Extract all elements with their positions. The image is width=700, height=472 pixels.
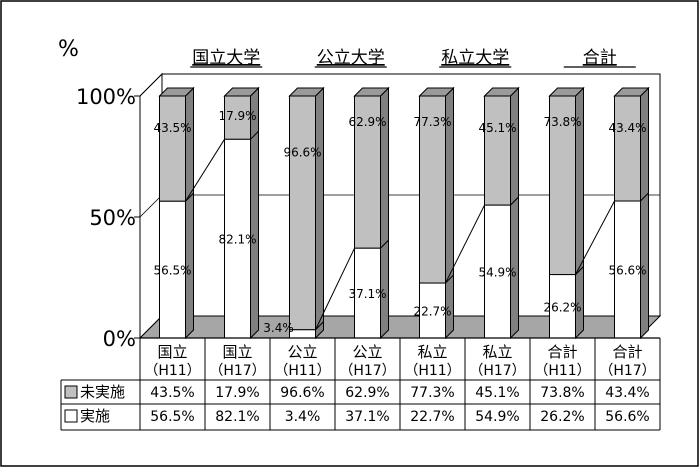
category-label-year: （H11） — [144, 363, 200, 379]
data-label-jisshi: 37.1% — [348, 287, 386, 301]
table-cell: 17.9% — [215, 385, 259, 401]
bar-side-gray — [510, 86, 519, 207]
bar-side-gray — [380, 86, 389, 250]
table-cell: 77.3% — [410, 385, 454, 401]
group-label: 私立大学 — [441, 48, 509, 68]
table-cell: 45.1% — [475, 385, 519, 401]
bar-segment-mijisshi — [289, 95, 316, 331]
table-cell: 22.7% — [410, 409, 454, 425]
data-label-mijisshi: 62.9% — [348, 115, 386, 129]
category-label-year: （H17） — [339, 363, 395, 379]
category-label: 公立 — [352, 343, 382, 361]
y-tick-label: 100% — [76, 85, 136, 109]
data-label-mijisshi: 73.8% — [543, 115, 581, 129]
series-connector-line — [445, 204, 485, 284]
data-label-jisshi: 3.4% — [263, 321, 294, 335]
table-cell: 43.5% — [150, 385, 194, 401]
group-label: 国立大学 — [192, 48, 260, 68]
category-label-year: （H11） — [274, 363, 330, 379]
bar-side-gray — [185, 86, 194, 203]
table-cell: 82.1% — [215, 409, 259, 425]
table-cell: 56.6% — [605, 409, 649, 425]
data-label-mijisshi: 17.9% — [218, 109, 256, 123]
category-label: 合計 — [612, 343, 642, 361]
data-label-mijisshi: 43.5% — [153, 121, 191, 135]
legend-swatch — [64, 385, 78, 399]
category-label: 私立 — [417, 343, 447, 361]
legend-label: 未実施 — [80, 383, 125, 401]
table-cell: 3.4% — [285, 409, 321, 425]
bar-segment-jisshi — [484, 204, 511, 339]
bar-segment-jisshi — [224, 138, 251, 339]
table-cell: 56.5% — [150, 409, 194, 425]
bar-segment-jisshi — [419, 282, 446, 339]
group-label: 合計 — [583, 48, 617, 68]
bar-segment-mijisshi — [224, 95, 251, 140]
bar-segment-mijisshi — [159, 95, 186, 202]
data-label-mijisshi: 96.6% — [283, 146, 321, 160]
table-cell: 96.6% — [280, 385, 324, 401]
series-connector-line — [185, 139, 225, 202]
table-cell: 62.9% — [345, 385, 389, 401]
bar-segment-mijisshi — [419, 95, 446, 284]
legend-swatch — [64, 409, 78, 423]
data-label-mijisshi: 77.3% — [413, 115, 451, 129]
category-label-year: （H17） — [599, 363, 655, 379]
y-unit-label: % — [58, 37, 79, 62]
table-cell: 73.8% — [540, 385, 584, 401]
y-tick-label: 0% — [103, 327, 136, 351]
y-tick-label: 50% — [89, 206, 136, 230]
category-label-year: （H11） — [534, 363, 590, 379]
data-label-jisshi: 56.6% — [608, 264, 646, 278]
data-label-jisshi: 82.1% — [218, 233, 256, 247]
category-label: 国立 — [157, 343, 187, 361]
data-label-jisshi: 56.5% — [153, 264, 191, 278]
bar-side-gray — [315, 86, 324, 331]
category-label: 国立 — [222, 343, 252, 361]
bar-segment-mijisshi — [549, 95, 576, 276]
table-cell: 26.2% — [540, 409, 584, 425]
table-cell: 37.1% — [345, 409, 389, 425]
data-label-jisshi: 22.7% — [413, 305, 451, 319]
table-cell: 43.4% — [605, 385, 649, 401]
data-label-jisshi: 54.9% — [478, 266, 516, 280]
category-label: 公立 — [287, 343, 317, 361]
bar-segment-mijisshi — [354, 95, 381, 249]
bar-side-gray — [640, 86, 649, 203]
category-label: 合計 — [547, 343, 577, 361]
bar-segment-mijisshi — [614, 95, 641, 202]
bar-segment-jisshi — [354, 247, 381, 339]
bar-segment-mijisshi — [484, 95, 511, 206]
series-connector-line — [315, 248, 355, 330]
series-connector-line — [575, 200, 615, 275]
bar-segment-jisshi — [614, 200, 641, 339]
category-label-year: （H17） — [469, 363, 525, 379]
category-label-year: （H17） — [209, 363, 265, 379]
data-label-mijisshi: 43.4% — [608, 121, 646, 135]
data-label-jisshi: 26.2% — [543, 300, 581, 314]
bar-segment-jisshi — [159, 200, 186, 339]
legend-label: 実施 — [80, 407, 110, 425]
category-label: 私立 — [482, 343, 512, 361]
data-label-mijisshi: 45.1% — [478, 121, 516, 135]
category-label-year: （H11） — [404, 363, 460, 379]
table-cell: 54.9% — [475, 409, 519, 425]
group-label: 公立大学 — [317, 48, 385, 68]
